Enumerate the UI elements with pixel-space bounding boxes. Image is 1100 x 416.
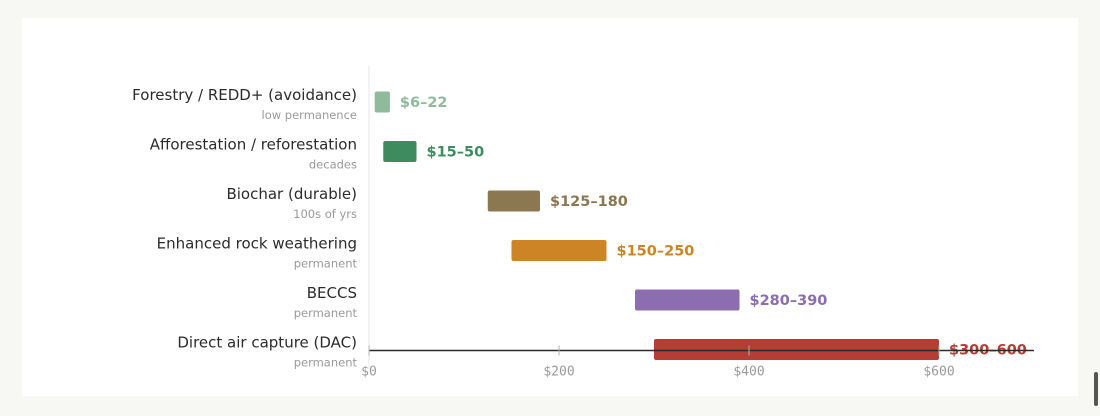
range-bar-enhanced-rock-weathering bbox=[511, 240, 607, 261]
x-tick-label: $200 bbox=[543, 365, 574, 380]
category-label-afforestation-reforestation: Afforestation / reforestation bbox=[150, 136, 357, 154]
category-note-beccs: permanent bbox=[294, 306, 358, 320]
category-label-biochar-durable: Biochar (durable) bbox=[226, 185, 357, 203]
category-label-beccs: BECCS bbox=[307, 284, 357, 302]
value-label-enhanced-rock-weathering: $150–250 bbox=[617, 244, 695, 260]
category-label-forestry-redd-avoidance: Forestry / REDD+ (avoidance) bbox=[132, 86, 357, 104]
page-scrollbar[interactable] bbox=[1094, 372, 1098, 406]
range-bar-chart: Forestry / REDD+ (avoidance) low permanen… bbox=[132, 66, 1034, 380]
range-bar-forestry-redd-avoidance bbox=[374, 91, 390, 113]
chart-card: Forestry / REDD+ (avoidance) low permanen… bbox=[22, 18, 1078, 396]
range-bar-biochar-durable bbox=[487, 190, 540, 212]
value-label-forestry-redd-avoidance: $6–22 bbox=[400, 95, 448, 111]
category-note-forestry-redd-avoidance: low permanence bbox=[262, 108, 358, 122]
range-bar-afforestation-reforestation bbox=[383, 141, 417, 162]
value-label-beccs: $280–390 bbox=[750, 293, 828, 309]
value-label-afforestation-reforestation: $15–50 bbox=[427, 145, 485, 161]
category-note-biochar-durable: 100s of yrs bbox=[293, 207, 357, 221]
x-tick-label: $600 bbox=[923, 365, 954, 380]
category-label-enhanced-rock-weathering: Enhanced rock weathering bbox=[157, 235, 357, 253]
category-note-direct-air-capture-dac: permanent bbox=[294, 356, 358, 370]
category-label-direct-air-capture-dac: Direct air capture (DAC) bbox=[177, 334, 357, 352]
x-tick-label: $400 bbox=[733, 365, 764, 380]
x-tick-label: $0 bbox=[361, 365, 377, 380]
value-label-biochar-durable: $125–180 bbox=[550, 194, 628, 210]
range-bar-direct-air-capture-dac bbox=[654, 339, 939, 360]
category-note-enhanced-rock-weathering: permanent bbox=[294, 257, 358, 271]
range-bar-beccs bbox=[635, 289, 740, 311]
category-note-afforestation-reforestation: decades bbox=[309, 158, 357, 172]
